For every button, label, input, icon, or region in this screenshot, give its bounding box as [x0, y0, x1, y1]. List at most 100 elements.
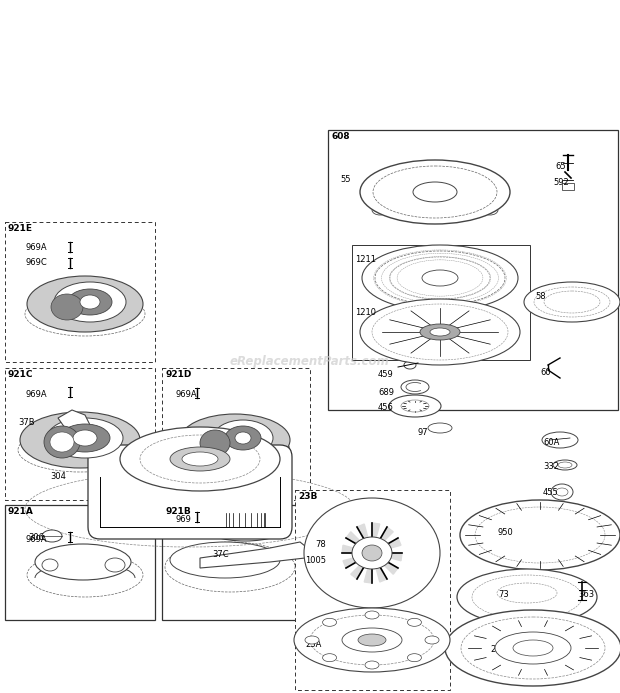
- Ellipse shape: [365, 661, 379, 669]
- Ellipse shape: [556, 488, 568, 496]
- Ellipse shape: [352, 537, 392, 569]
- Polygon shape: [378, 527, 393, 545]
- Ellipse shape: [407, 653, 422, 662]
- Text: 455: 455: [543, 488, 559, 497]
- Ellipse shape: [389, 395, 441, 417]
- Text: 1005: 1005: [305, 556, 326, 565]
- Ellipse shape: [294, 608, 450, 672]
- Text: 332: 332: [543, 462, 559, 471]
- Ellipse shape: [551, 484, 573, 500]
- Text: 37B: 37B: [18, 418, 35, 427]
- Ellipse shape: [362, 245, 518, 311]
- Ellipse shape: [422, 270, 458, 286]
- Ellipse shape: [542, 432, 578, 448]
- Bar: [328, 130, 618, 410]
- Ellipse shape: [42, 530, 62, 542]
- Text: 689: 689: [378, 388, 394, 397]
- Polygon shape: [346, 532, 363, 547]
- Ellipse shape: [51, 294, 83, 320]
- Polygon shape: [364, 565, 372, 583]
- Polygon shape: [200, 542, 310, 568]
- Ellipse shape: [360, 160, 510, 224]
- Ellipse shape: [425, 636, 439, 644]
- Ellipse shape: [322, 653, 337, 662]
- Ellipse shape: [47, 418, 123, 458]
- Ellipse shape: [457, 569, 597, 625]
- Ellipse shape: [430, 328, 450, 336]
- Ellipse shape: [73, 430, 97, 446]
- Text: 592: 592: [553, 178, 569, 187]
- Ellipse shape: [407, 618, 422, 626]
- Bar: [5, 222, 155, 362]
- Ellipse shape: [170, 542, 280, 578]
- Bar: [352, 245, 530, 360]
- Ellipse shape: [203, 513, 287, 541]
- Text: 23: 23: [490, 645, 500, 654]
- Text: 58: 58: [535, 292, 546, 301]
- Ellipse shape: [27, 276, 143, 332]
- Ellipse shape: [495, 632, 571, 664]
- Text: 55: 55: [340, 175, 350, 184]
- Ellipse shape: [120, 427, 280, 491]
- Ellipse shape: [553, 460, 577, 470]
- Text: 459: 459: [378, 370, 394, 379]
- Polygon shape: [343, 556, 361, 568]
- Text: 60: 60: [540, 368, 551, 377]
- Ellipse shape: [524, 282, 620, 322]
- Text: 1211: 1211: [355, 255, 376, 264]
- Polygon shape: [372, 523, 380, 541]
- Text: 23A: 23A: [305, 640, 321, 649]
- Polygon shape: [562, 183, 574, 190]
- Text: 78: 78: [315, 540, 326, 549]
- Ellipse shape: [305, 636, 319, 644]
- Bar: [5, 505, 155, 620]
- Polygon shape: [357, 524, 369, 543]
- Ellipse shape: [20, 412, 140, 468]
- Ellipse shape: [235, 432, 251, 444]
- Polygon shape: [375, 563, 387, 582]
- Text: 1210: 1210: [355, 308, 376, 317]
- Text: 921D: 921D: [165, 370, 192, 379]
- Ellipse shape: [68, 289, 112, 315]
- Text: 969: 969: [175, 515, 191, 524]
- Text: 969A: 969A: [25, 390, 46, 399]
- Text: 969C: 969C: [25, 258, 46, 267]
- Ellipse shape: [420, 324, 460, 340]
- Ellipse shape: [200, 430, 230, 456]
- Text: 65: 65: [555, 162, 565, 171]
- Ellipse shape: [170, 447, 230, 471]
- Ellipse shape: [182, 452, 218, 466]
- Text: 97: 97: [418, 428, 428, 437]
- Text: 950: 950: [498, 528, 514, 537]
- Text: 23B: 23B: [298, 492, 317, 501]
- Text: 608: 608: [331, 132, 350, 141]
- Text: 60A: 60A: [543, 438, 559, 447]
- Ellipse shape: [513, 640, 553, 656]
- Ellipse shape: [180, 414, 290, 466]
- Ellipse shape: [213, 420, 273, 456]
- Ellipse shape: [35, 544, 131, 580]
- Bar: [5, 368, 155, 500]
- Ellipse shape: [44, 426, 80, 458]
- Ellipse shape: [105, 558, 125, 572]
- Text: 456: 456: [378, 403, 394, 412]
- Polygon shape: [58, 410, 90, 432]
- Ellipse shape: [445, 610, 620, 686]
- Polygon shape: [383, 538, 401, 550]
- Polygon shape: [342, 545, 360, 553]
- Polygon shape: [351, 561, 366, 579]
- Ellipse shape: [362, 545, 382, 561]
- Ellipse shape: [225, 426, 261, 450]
- FancyBboxPatch shape: [88, 445, 292, 539]
- Ellipse shape: [60, 424, 110, 452]
- Ellipse shape: [558, 462, 572, 468]
- Text: 921E: 921E: [8, 224, 33, 233]
- Text: 73: 73: [498, 590, 509, 599]
- Ellipse shape: [54, 282, 126, 322]
- Bar: [162, 505, 310, 620]
- Ellipse shape: [304, 498, 440, 608]
- Text: 921A: 921A: [8, 507, 34, 516]
- Text: 969A: 969A: [25, 243, 46, 252]
- Ellipse shape: [460, 500, 620, 570]
- Text: 306: 306: [28, 533, 44, 542]
